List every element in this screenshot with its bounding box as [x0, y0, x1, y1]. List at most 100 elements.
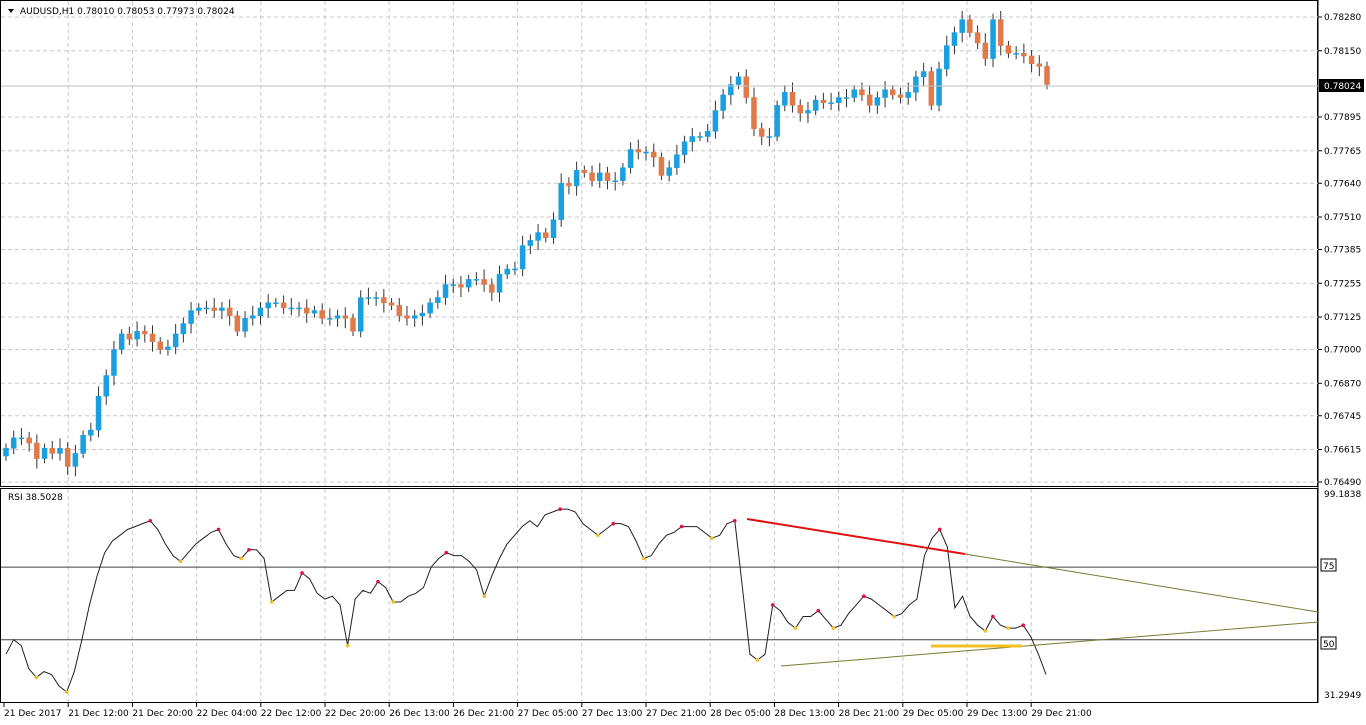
candle	[527, 234, 534, 255]
candle	[134, 321, 140, 347]
rsi-title: RSI 38.5028	[8, 493, 63, 503]
candle	[49, 440, 56, 460]
candle	[920, 62, 927, 87]
candle	[496, 265, 503, 303]
rsi-peak-dot	[376, 579, 380, 584]
candle	[612, 172, 618, 191]
candle	[550, 212, 557, 244]
price-tick-label: 0.77510	[1324, 213, 1361, 223]
candle	[967, 14, 973, 38]
candle	[188, 301, 194, 334]
candle	[450, 278, 456, 294]
candle	[319, 303, 325, 325]
candle	[504, 264, 510, 279]
trendline-olive-upper[interactable]	[964, 553, 1319, 613]
time-tick-label: 29 Dec 13:00	[967, 709, 1028, 719]
rsi-min-label: 31.2949	[1324, 691, 1361, 701]
time-tick-label: 22 Dec 20:00	[325, 709, 386, 719]
candle	[782, 85, 788, 112]
candle	[126, 326, 133, 346]
rsi-trough-dot	[641, 556, 646, 561]
candle	[774, 100, 780, 142]
candle	[519, 235, 526, 277]
candle	[758, 122, 765, 146]
candle	[843, 88, 850, 108]
candlestick-series	[3, 11, 1050, 477]
price-axis-labels: 0.78280 0.78150 0.77895 0.77765 0.77640 0.775…	[1318, 13, 1361, 488]
candle	[766, 127, 773, 147]
rsi-levels	[1, 566, 1318, 641]
candle	[805, 101, 811, 123]
candle	[535, 224, 541, 251]
candle	[728, 75, 734, 105]
candle	[404, 305, 410, 326]
candle	[26, 431, 32, 452]
price-tick-label: 0.77000	[1324, 346, 1361, 356]
time-tick-label: 27 Dec 05:00	[518, 709, 579, 719]
candle	[280, 295, 287, 314]
rsi-peak-dot	[148, 518, 153, 523]
rsi-trough-dot	[831, 626, 836, 630]
price-tick-label: 0.78150	[1324, 47, 1361, 57]
collapse-triangle-icon[interactable]	[8, 9, 14, 13]
time-tick-label: 22 Dec 12:00	[261, 709, 322, 719]
current-price-label: 0.78024	[1324, 82, 1361, 92]
candle	[836, 91, 842, 112]
rsi-gridlines	[67, 489, 1032, 702]
rsi-trough-dot	[345, 643, 350, 648]
candle	[473, 272, 480, 286]
candle	[828, 92, 834, 110]
price-tick-label: 0.77255	[1324, 279, 1361, 289]
candle	[1028, 49, 1035, 73]
candle	[589, 165, 595, 187]
trendline-olive-lower[interactable]	[780, 621, 1319, 667]
candle	[419, 304, 426, 326]
candle	[751, 87, 757, 136]
current-price-tag	[1319, 79, 1364, 92]
rsi-trough-dot	[391, 600, 395, 604]
candle	[3, 443, 9, 461]
trendline-red-rsi-highs[interactable]	[746, 518, 966, 555]
candle	[442, 274, 449, 305]
rsi-panel-frame	[0, 488, 1318, 703]
candle	[997, 11, 1004, 56]
candle	[674, 144, 680, 175]
candle	[681, 135, 688, 164]
candle	[512, 261, 518, 275]
candle	[866, 85, 873, 113]
candle	[172, 324, 179, 355]
candle	[265, 294, 271, 318]
candle	[288, 298, 295, 316]
rsi-series	[5, 508, 1047, 693]
rsi-trough-dot	[755, 658, 760, 662]
candle	[620, 162, 626, 186]
rsi-trough-dot	[64, 690, 69, 694]
candle	[427, 298, 433, 318]
candle	[882, 81, 888, 108]
rsi-trough-dot	[793, 626, 798, 630]
candle	[1044, 61, 1050, 90]
price-tick-label: 0.76490	[1324, 478, 1361, 488]
candle	[203, 300, 210, 314]
candle	[573, 161, 580, 196]
price-tick-label: 0.76615	[1324, 446, 1361, 456]
time-tick-label: 28 Dec 13:00	[774, 709, 835, 719]
candle	[64, 442, 71, 475]
candle	[250, 305, 256, 326]
candle	[334, 309, 341, 327]
candle	[373, 291, 379, 307]
candle	[365, 287, 372, 305]
candle	[720, 88, 726, 120]
candle	[581, 165, 588, 178]
candle	[543, 227, 549, 243]
candle	[982, 33, 989, 66]
candle	[604, 166, 611, 190]
rsi-pivot-dots	[34, 507, 1026, 694]
candle	[874, 91, 881, 114]
candle	[1036, 55, 1043, 77]
candle	[311, 305, 318, 318]
price-panel-frame	[0, 0, 1318, 487]
candle	[88, 422, 94, 442]
rsi-trough-dot	[710, 536, 714, 540]
